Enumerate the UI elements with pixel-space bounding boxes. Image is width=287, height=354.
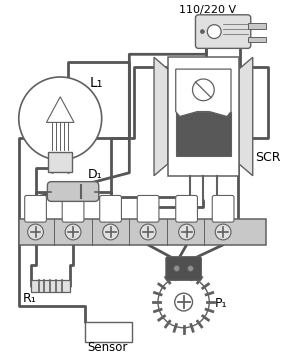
Bar <box>248 36 265 42</box>
FancyBboxPatch shape <box>176 195 197 222</box>
Circle shape <box>174 266 180 272</box>
Circle shape <box>140 224 156 240</box>
FancyBboxPatch shape <box>47 182 99 201</box>
FancyBboxPatch shape <box>137 195 159 222</box>
Circle shape <box>207 25 221 39</box>
Polygon shape <box>154 57 168 176</box>
Circle shape <box>103 224 119 240</box>
Circle shape <box>188 266 193 272</box>
Bar <box>248 23 265 29</box>
Bar <box>176 112 231 156</box>
Circle shape <box>19 77 102 160</box>
FancyBboxPatch shape <box>25 195 46 222</box>
Circle shape <box>158 276 209 328</box>
Circle shape <box>28 224 43 240</box>
Polygon shape <box>239 57 253 176</box>
Bar <box>49 152 72 172</box>
Circle shape <box>215 224 231 240</box>
Text: P₁: P₁ <box>215 297 228 310</box>
Bar <box>31 280 70 292</box>
Polygon shape <box>176 69 231 116</box>
Circle shape <box>175 293 193 311</box>
Text: SCR: SCR <box>255 151 280 164</box>
Text: Sensor: Sensor <box>87 342 127 354</box>
FancyBboxPatch shape <box>212 195 234 222</box>
FancyBboxPatch shape <box>166 257 201 280</box>
Bar <box>85 322 132 342</box>
Text: R₁: R₁ <box>23 292 36 305</box>
FancyBboxPatch shape <box>62 195 84 222</box>
Bar <box>168 57 239 176</box>
Text: D₁: D₁ <box>88 168 102 181</box>
FancyBboxPatch shape <box>195 15 251 48</box>
Circle shape <box>193 79 214 101</box>
Text: 110/220 V: 110/220 V <box>179 5 236 15</box>
FancyBboxPatch shape <box>100 195 121 222</box>
Circle shape <box>65 224 81 240</box>
Polygon shape <box>46 97 74 122</box>
Text: L₁: L₁ <box>90 76 103 90</box>
Bar <box>19 219 265 245</box>
Circle shape <box>179 224 195 240</box>
Circle shape <box>200 30 204 34</box>
